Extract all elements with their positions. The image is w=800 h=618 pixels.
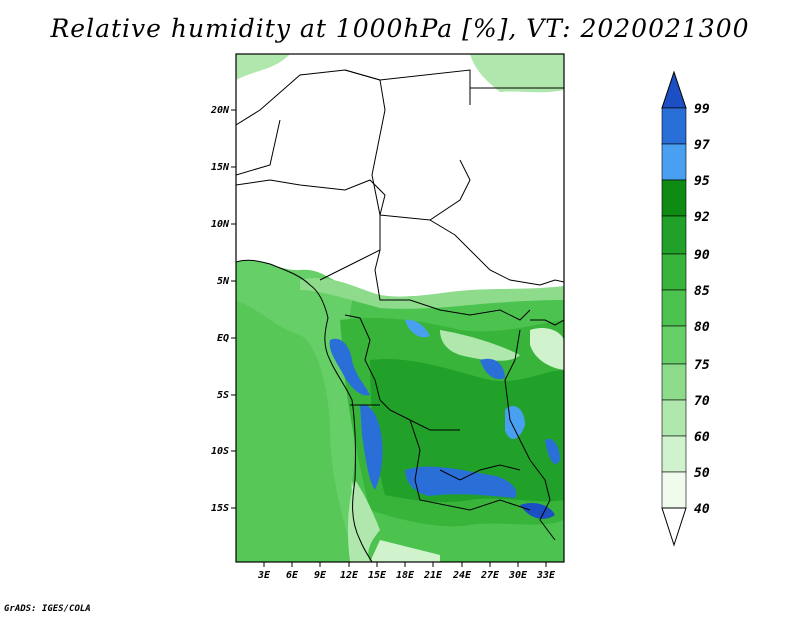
colorbar-segment: [661, 215, 687, 255]
colorbar-segment: [661, 399, 687, 437]
colorbar: 99 97 95 92 90 85 80 75 70 60 50 40: [661, 70, 710, 547]
lon-label-33e: 33E: [536, 570, 556, 581]
colorbar-label: 90: [694, 248, 710, 263]
lat-tick: 15N: [211, 162, 236, 173]
lon-tick: 9E: [314, 562, 327, 581]
colorbar-label: 99: [694, 102, 710, 117]
colorbar-segment: [661, 107, 687, 145]
colorbar-label: 40: [694, 502, 710, 517]
lat-label-eq: EQ: [217, 333, 229, 344]
colorbar-bottom-arrow: [661, 507, 687, 547]
colorbar-segment: [661, 435, 687, 473]
lon-label-21e: 21E: [423, 570, 443, 581]
lat-label-10n: 10N: [211, 219, 230, 230]
lon-tick: 33E: [536, 562, 556, 581]
lon-label-30e: 30E: [508, 570, 528, 581]
lat-tick: 20N: [210, 105, 236, 116]
humidity-field: [236, 54, 564, 562]
lat-tick: 10N: [211, 219, 236, 230]
colorbar-segment: [661, 143, 687, 181]
lat-label-5n: 5N: [217, 276, 230, 287]
lon-tick: 30E: [508, 562, 528, 581]
lon-tick: 18E: [396, 562, 415, 581]
lon-label-6e: 6E: [286, 570, 299, 581]
lat-label-20n: 20N: [210, 105, 230, 116]
colorbar-label: 60: [694, 430, 710, 445]
plot-title: Relative humidity at 1000hPa [%], VT: 20…: [50, 14, 750, 43]
lat-label-10s: 10S: [211, 446, 229, 457]
colorbar-top-arrow: [661, 70, 687, 109]
colorbar-segment: [661, 471, 687, 509]
lat-tick: 5S: [217, 390, 236, 401]
colorbar-segment: [661, 253, 687, 291]
latitude-axis: 20N 15N 10N 5N EQ 5S 10S 15S: [210, 105, 236, 514]
lat-tick: 5N: [217, 276, 236, 287]
lon-label-15e: 15E: [368, 570, 387, 581]
lat-label-5s: 5S: [217, 390, 229, 401]
lon-tick: 24E: [452, 562, 472, 581]
colorbar-segment: [661, 289, 687, 327]
lon-tick: 27E: [480, 562, 500, 581]
colorbar-label: 85: [694, 284, 710, 299]
colorbar-segment: [661, 179, 687, 217]
longitude-axis: 3E 6E 9E 12E 15E 18E 21E 24E 27E 30E 33E: [257, 562, 556, 581]
colorbar-label: 97: [694, 138, 710, 153]
colorbar-label: 80: [694, 320, 710, 335]
colorbar-label: 75: [694, 358, 710, 373]
lon-label-12e: 12E: [340, 570, 359, 581]
lat-label-15n: 15N: [211, 162, 230, 173]
lat-tick: 15S: [211, 503, 236, 514]
colorbar-label: 92: [694, 210, 710, 225]
lon-label-24e: 24E: [452, 570, 472, 581]
lon-tick: 6E: [286, 562, 299, 581]
lat-label-15s: 15S: [211, 503, 229, 514]
lat-tick: EQ: [217, 333, 236, 344]
colorbar-label: 50: [694, 466, 710, 481]
colorbar-segment: [661, 325, 687, 365]
lon-tick: 21E: [423, 562, 443, 581]
lon-label-27e: 27E: [480, 570, 500, 581]
lon-tick: 12E: [340, 562, 359, 581]
lat-tick: 10S: [211, 446, 236, 457]
colorbar-label: 95: [694, 174, 710, 189]
footer-credit: GrADS: IGES/COLA: [4, 604, 91, 614]
political-borders: [236, 69, 564, 562]
lon-tick: 3E: [257, 562, 271, 581]
lon-label-18e: 18E: [396, 570, 415, 581]
map-frame: [235, 53, 565, 563]
lon-tick: 15E: [368, 562, 387, 581]
colorbar-segment: [661, 363, 687, 401]
colorbar-label: 70: [694, 394, 710, 409]
lon-label-3e: 3E: [257, 570, 271, 581]
lon-label-9e: 9E: [314, 570, 327, 581]
